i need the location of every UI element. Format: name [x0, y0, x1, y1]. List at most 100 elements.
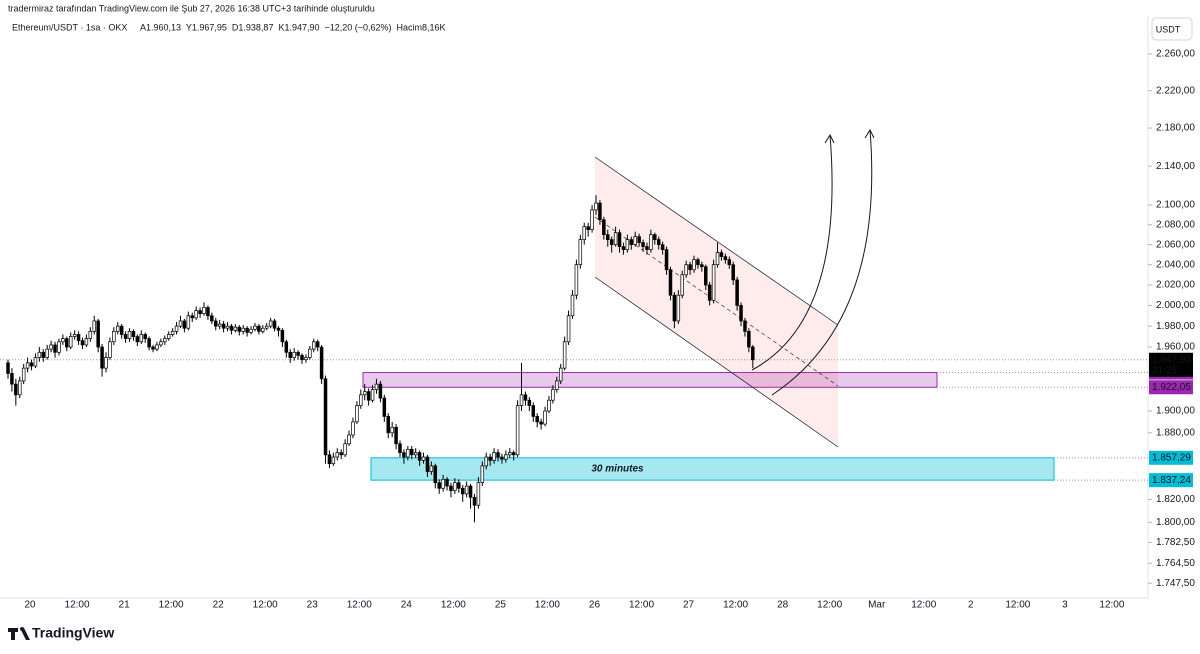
- candle-body: [57, 341, 61, 353]
- candle-body: [257, 325, 261, 332]
- candle-body: [268, 320, 273, 327]
- currency-box[interactable]: [1151, 17, 1193, 41]
- x-tick-label: 27: [683, 600, 695, 611]
- candle-body: [166, 334, 171, 339]
- candle-body: [123, 334, 128, 339]
- arrow-head: [824, 133, 835, 144]
- candle-body: [664, 249, 669, 271]
- candle-body: [100, 346, 104, 369]
- candle-body: [429, 465, 434, 472]
- x-tick-label: 22: [213, 600, 225, 611]
- arrow-curve: [751, 134, 833, 371]
- candle-body: [139, 334, 144, 343]
- candle-body: [280, 329, 285, 343]
- candle-body: [96, 320, 100, 348]
- candle-body: [178, 320, 183, 327]
- candle-body: [594, 202, 598, 211]
- y-tick-label: 1.747,50: [1156, 578, 1195, 589]
- y-tick-label: 1.880,00: [1156, 427, 1195, 438]
- y-tick-label: 2.060,00: [1156, 239, 1195, 250]
- candle-body: [692, 259, 696, 271]
- logo: TradingView: [8, 625, 114, 641]
- x-tick-label: 12:00: [1099, 600, 1124, 611]
- candle-body: [543, 410, 547, 425]
- candle-body: [445, 478, 449, 487]
- candle-body: [14, 383, 18, 396]
- candle-body: [696, 259, 700, 266]
- x-tick-label: 12:00: [441, 600, 466, 611]
- y-tick-label: 1.764,50: [1156, 558, 1195, 569]
- candle-body: [621, 246, 626, 250]
- candle-body: [492, 452, 496, 461]
- y-tick-label: 2.100,00: [1156, 200, 1195, 211]
- candle-body: [629, 239, 634, 245]
- x-tick-label: 28: [777, 600, 789, 611]
- candle-body: [555, 380, 559, 390]
- candle-body: [707, 284, 712, 301]
- candle-body: [159, 341, 163, 346]
- candle-body: [684, 264, 688, 276]
- candle-body: [45, 348, 49, 358]
- candle-body: [539, 421, 543, 425]
- zone: [362, 372, 938, 388]
- candle-body: [641, 242, 645, 247]
- candle-body: [214, 320, 218, 327]
- candle-body: [21, 367, 26, 382]
- candle-body: [735, 279, 739, 306]
- candle-body: [633, 236, 637, 245]
- candle-body: [582, 226, 586, 240]
- candle-body: [225, 325, 230, 329]
- candle-body: [645, 246, 649, 250]
- candle-body: [170, 330, 175, 335]
- x-tick-label: 12:00: [911, 600, 936, 611]
- candle-body: [613, 232, 618, 245]
- candle-body: [343, 443, 347, 456]
- candle-body: [660, 244, 665, 250]
- candle-body: [598, 202, 602, 221]
- candle-body: [472, 496, 477, 506]
- candle-body: [186, 315, 191, 329]
- candle-body: [249, 328, 253, 333]
- candle-body: [676, 294, 681, 322]
- candle-body: [398, 443, 402, 453]
- candle-body: [112, 330, 116, 343]
- candle-body: [331, 456, 336, 465]
- candle-body: [504, 454, 508, 460]
- candle-body: [433, 465, 438, 484]
- candle-body: [527, 399, 532, 406]
- candle-body: [347, 434, 351, 445]
- zone-text: 30 minutes: [591, 464, 644, 475]
- candle-body: [261, 327, 265, 332]
- candle-body: [441, 478, 445, 489]
- candle-body: [464, 485, 469, 495]
- candle-body: [143, 334, 147, 339]
- candle-body: [680, 274, 684, 296]
- candle-body: [449, 485, 453, 491]
- candle-body: [84, 338, 89, 346]
- candle-body: [723, 256, 728, 261]
- candle-body: [194, 310, 198, 319]
- candle-body: [284, 341, 289, 353]
- candle-body: [37, 351, 42, 358]
- candle-body: [606, 234, 610, 240]
- candle-body: [366, 391, 371, 401]
- candle-body: [264, 325, 269, 329]
- candle-body: [496, 452, 500, 458]
- candle-body: [511, 452, 516, 456]
- candle-body: [151, 346, 155, 350]
- candle-body: [437, 482, 441, 489]
- candle-body: [119, 325, 124, 335]
- candle-body: [53, 344, 57, 353]
- candle-body: [33, 357, 38, 367]
- candle-body: [155, 344, 159, 350]
- candle-body: [221, 323, 226, 329]
- price-tag-label: 1.857,29: [1152, 452, 1191, 463]
- candle-body: [76, 334, 81, 342]
- logo-text: TradingView: [32, 625, 114, 641]
- candle-body: [574, 264, 579, 296]
- candle-body: [570, 294, 575, 317]
- channel-bottom: [594, 276, 839, 448]
- ohlc-legend: A1.960,13 Y1.967,95 D1.938,87 K1.947,90 …: [140, 22, 446, 32]
- candle-body: [182, 320, 187, 329]
- x-tick-label: 12:00: [65, 600, 90, 611]
